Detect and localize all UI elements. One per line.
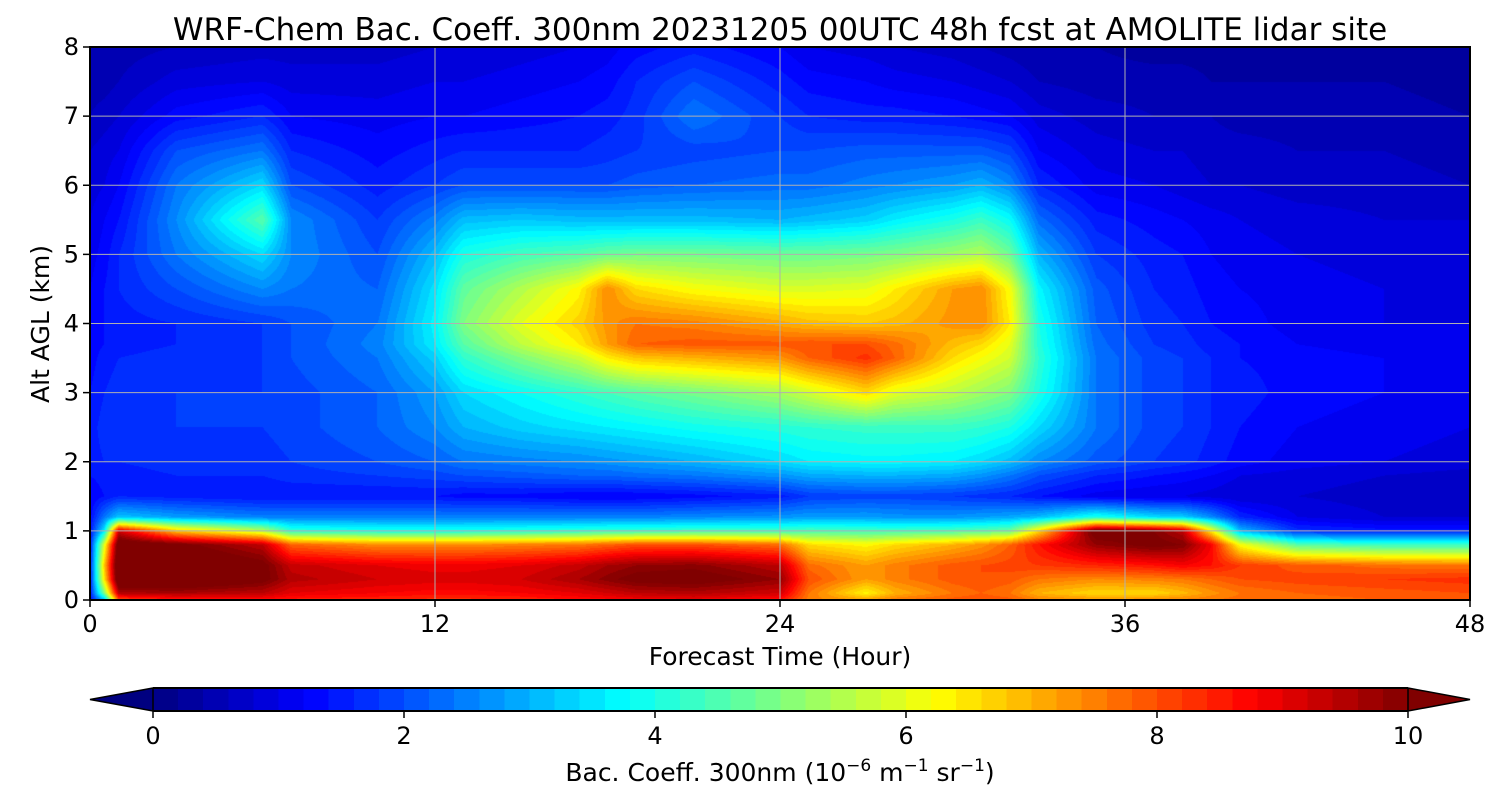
y-tick-label: 0 xyxy=(64,586,79,614)
colorbar-tick-label: 8 xyxy=(1149,722,1164,750)
y-tick-label: 8 xyxy=(64,33,79,61)
x-tick-label: 48 xyxy=(1455,610,1486,638)
colorbar-tick-label: 4 xyxy=(647,722,662,750)
colorbar: 0 2 4 6 8 10 Bac. Coeff. 300nm (10−6 m−1 sr−1… xyxy=(89,687,1471,787)
colorbar-tick-label: 2 xyxy=(396,722,411,750)
y-tick-label: 6 xyxy=(64,171,79,199)
x-tick-label: 36 xyxy=(1110,610,1141,638)
colorbar-tick-label: 10 xyxy=(1393,722,1424,750)
y-axis-label: Alt AGL (km) xyxy=(26,245,55,403)
y-tick-label: 3 xyxy=(64,379,79,407)
colorbar-extend-min xyxy=(89,687,154,712)
colorbar-label: Bac. Coeff. 300nm (10−6 m−1 sr−1) xyxy=(565,756,994,787)
y-tick-label: 1 xyxy=(64,517,79,545)
y-tick-label: 2 xyxy=(64,448,79,476)
x-axis-label: Forecast Time (Hour) xyxy=(649,642,912,671)
chart-title: WRF-Chem Bac. Coeff. 300nm 20231205 00UT… xyxy=(173,12,1387,48)
y-tick-label: 7 xyxy=(64,102,79,130)
colorbar-outline xyxy=(153,687,1408,712)
x-axis: 0 12 24 36 48 xyxy=(82,600,1485,638)
x-tick-label: 0 xyxy=(82,610,97,638)
y-tick-label: 5 xyxy=(64,240,79,268)
colorbar-tick-label: 0 xyxy=(145,722,160,750)
x-tick-label: 24 xyxy=(765,610,796,638)
colorbar-gradient xyxy=(153,688,1408,711)
y-tick-label: 4 xyxy=(64,310,79,338)
colorbar-tick-label: 6 xyxy=(898,722,913,750)
y-axis: 0 1 2 3 4 5 6 7 8 xyxy=(64,33,90,614)
colorbar-ticks: 0 2 4 6 8 10 xyxy=(145,711,1423,750)
plot-area xyxy=(89,46,1471,601)
colorbar-extend-max xyxy=(1407,687,1471,712)
x-tick-label: 12 xyxy=(420,610,451,638)
